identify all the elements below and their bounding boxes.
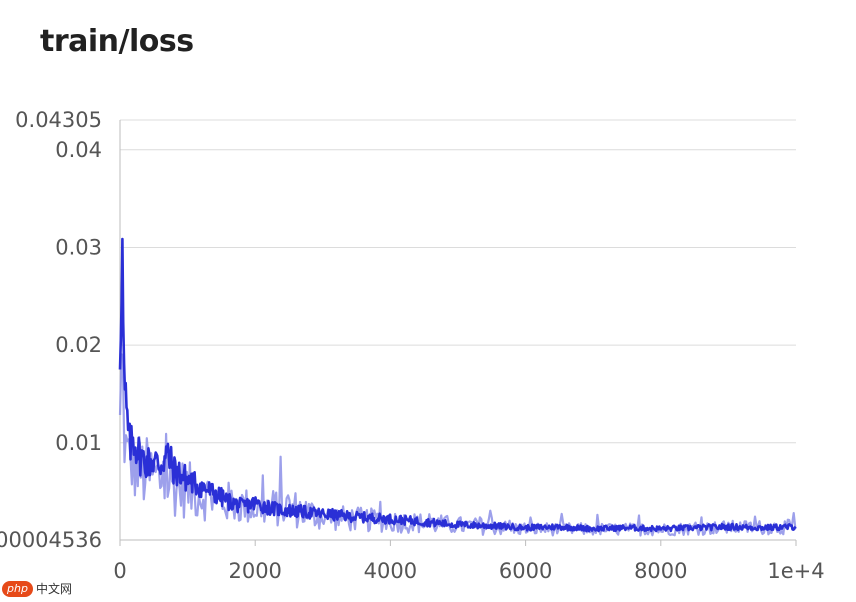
x-tick-label: 4000 [364, 559, 417, 583]
x-tick-label: 6000 [499, 559, 552, 583]
raw-loss-line [118, 353, 797, 537]
y-tick-label: 0.04 [55, 138, 102, 162]
watermark: php 中文网 [2, 580, 72, 597]
watermark-text: 中文网 [35, 582, 72, 596]
y-tick-label: 0.02 [55, 333, 102, 357]
y-tick-label: 0.01 [55, 431, 102, 455]
watermark-logo: php [2, 580, 33, 597]
x-tick-label: 1e+4 [767, 559, 824, 583]
y-tick-label: 0.00004536 [0, 528, 102, 552]
chart-title: train/loss [40, 24, 194, 59]
axes [119, 120, 797, 546]
raw-loss-band [118, 353, 797, 537]
x-tick-label: 0 [113, 559, 126, 583]
x-tick-label: 8000 [634, 559, 687, 583]
y-tick-labels: 0.00004536 0.01 0.02 0.03 0.04 0.04305 [0, 108, 102, 552]
gridlines [120, 119, 796, 541]
smoothed-loss-line [118, 237, 797, 533]
x-tick-label: 2000 [228, 559, 281, 583]
smoothed-loss-lines [118, 237, 797, 533]
x-tick-labels: 0 2000 4000 6000 8000 1e+4 [113, 559, 824, 583]
y-tick-label: 0.04305 [15, 108, 102, 132]
y-tick-label: 0.03 [55, 235, 102, 259]
